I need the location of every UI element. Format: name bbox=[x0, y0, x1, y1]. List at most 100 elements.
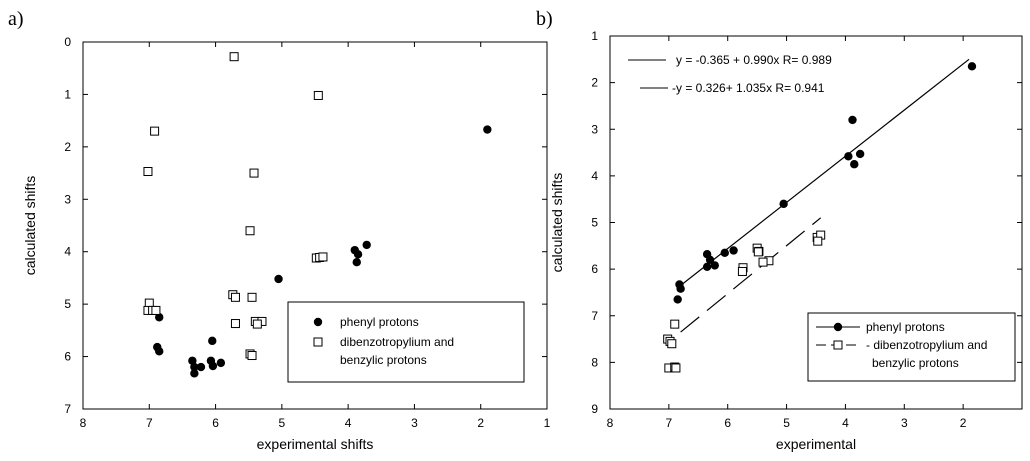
dibenzo-point bbox=[758, 257, 768, 267]
phenyl-point bbox=[208, 361, 218, 371]
panel-a-legend-label-phenyl: phenyl protons bbox=[340, 315, 419, 329]
legend-marker-square bbox=[833, 340, 843, 350]
panel-a-plot-frame bbox=[82, 41, 548, 410]
panel-b-label: b) bbox=[536, 8, 553, 30]
y-tick-label: 5 bbox=[591, 216, 598, 230]
phenyl-point bbox=[190, 369, 199, 378]
panel-a-legend-symbol-dibenzo bbox=[313, 337, 323, 347]
legend-text-line: benzylic protons bbox=[872, 356, 959, 370]
y-tick-label: 2 bbox=[64, 140, 71, 154]
x-tick-label: 5 bbox=[279, 416, 286, 430]
legend-marker-circle bbox=[313, 317, 323, 327]
phenyl-point bbox=[274, 274, 283, 284]
phenyl-point bbox=[155, 347, 164, 356]
dibenzo-point bbox=[667, 339, 677, 349]
x-tick-label: 4 bbox=[345, 416, 352, 430]
panel-a-x-axis-label: experimental shifts bbox=[257, 436, 374, 452]
panel-a-data-points bbox=[143, 52, 492, 378]
dibenzo-point bbox=[144, 298, 154, 308]
dibenzo-point bbox=[150, 126, 160, 136]
y-tick-label: 2 bbox=[591, 76, 598, 90]
phenyl-point bbox=[702, 262, 712, 271]
panel-b-equations: y = -0.365 + 0.990x R= 0.989 -y = 0.326+… bbox=[628, 53, 832, 95]
dibenzo-point bbox=[670, 319, 680, 329]
dibenzo-point bbox=[151, 305, 161, 315]
y-tick-label: 1 bbox=[64, 87, 71, 101]
dibenzo-point bbox=[247, 292, 257, 302]
y-tick-label: 4 bbox=[64, 245, 71, 259]
phenyl-point bbox=[848, 115, 857, 125]
phenyl-point bbox=[190, 362, 199, 372]
dibenzo-point bbox=[143, 166, 153, 176]
phenyl-point bbox=[208, 336, 217, 346]
legend-marker-circle bbox=[833, 322, 843, 332]
legend-text-line: - dibenzotropylium and bbox=[866, 338, 987, 352]
equation-2-text: -y = 0.326+ 1.035x R= 0.941 bbox=[672, 81, 825, 95]
dibenzo-point bbox=[252, 319, 262, 329]
dibenzo-point bbox=[671, 363, 681, 373]
phenyl-point bbox=[710, 261, 719, 270]
phenyl-point bbox=[844, 152, 853, 161]
x-tick-label: 8 bbox=[607, 416, 614, 430]
legend-marker-square bbox=[313, 337, 323, 347]
panel-b-legend-label-dibenzo: - dibenzotropylium and benzylic protons bbox=[866, 338, 987, 370]
legend-text-line: dibenzotropylium and bbox=[340, 335, 454, 349]
y-tick-label: 7 bbox=[64, 402, 71, 416]
dibenzo-point bbox=[737, 266, 747, 276]
panel-b-data-points bbox=[663, 62, 977, 373]
x-tick-label: 1 bbox=[544, 416, 551, 430]
phenyl-point bbox=[483, 125, 492, 134]
phenyl-point bbox=[362, 240, 371, 250]
phenyl-point bbox=[155, 313, 164, 322]
y-tick-label: 6 bbox=[591, 262, 598, 276]
phenyl-point bbox=[673, 295, 682, 304]
x-tick-label: 7 bbox=[146, 416, 153, 430]
panel-a-legend-symbol-phenyl bbox=[313, 317, 323, 327]
phenyl-point bbox=[196, 362, 206, 372]
dibenzo-point bbox=[813, 236, 823, 246]
phenyl-point bbox=[702, 250, 712, 259]
panel-b-y-axis-label: calculated shifts bbox=[549, 173, 565, 273]
dibenzo-point bbox=[318, 252, 328, 262]
dibenzo-point bbox=[247, 351, 257, 361]
panel-a-legend: phenyl protons dibenzotropylium and benzy… bbox=[287, 301, 525, 383]
y-tick-label: 0 bbox=[64, 35, 71, 49]
equation-1-text: y = -0.365 + 0.990x R= 0.989 bbox=[676, 53, 832, 67]
panel-a-legend-box bbox=[287, 301, 525, 383]
dibenzo-point bbox=[229, 52, 239, 62]
phenyl-point bbox=[720, 248, 729, 258]
phenyl-point bbox=[729, 246, 738, 255]
legend-text-line: benzylic protons bbox=[340, 353, 427, 367]
y-tick-label: 3 bbox=[64, 192, 71, 206]
dibenzo-point bbox=[230, 319, 240, 329]
panel-a-y-axis-label: calculated shifts bbox=[22, 176, 38, 276]
x-tick-label: 6 bbox=[724, 416, 731, 430]
y-tick-label: 4 bbox=[591, 169, 598, 183]
y-tick-label: 7 bbox=[591, 309, 598, 323]
dashed-fit-line bbox=[680, 217, 822, 333]
phenyl-point bbox=[353, 250, 363, 259]
panel-b-legend-symbol-dibenzo bbox=[816, 340, 860, 350]
x-tick-label: 8 bbox=[80, 416, 87, 430]
y-tick-label: 9 bbox=[591, 402, 598, 416]
y-tick-label: 3 bbox=[591, 122, 598, 136]
dibenzo-point bbox=[313, 90, 323, 100]
x-tick-label: 3 bbox=[411, 416, 418, 430]
phenyl-point bbox=[352, 258, 361, 267]
panel-b-legend-label-phenyl: phenyl protons bbox=[866, 320, 945, 334]
phenyl-point bbox=[676, 284, 685, 293]
x-tick-label: 2 bbox=[477, 416, 484, 430]
phenyl-point bbox=[216, 358, 226, 368]
x-tick-label: 6 bbox=[212, 416, 219, 430]
x-tick-label: 5 bbox=[783, 416, 790, 430]
dibenzo-point bbox=[230, 292, 240, 302]
x-tick-label: 3 bbox=[901, 416, 908, 430]
x-tick-label: 7 bbox=[666, 416, 673, 430]
panel-a-legend-label-dibenzo: dibenzotropylium and benzylic protons bbox=[340, 335, 454, 367]
phenyl-point bbox=[967, 62, 977, 71]
panel-b-legend: phenyl protons - dibenzotropylium and ben… bbox=[807, 312, 1016, 382]
